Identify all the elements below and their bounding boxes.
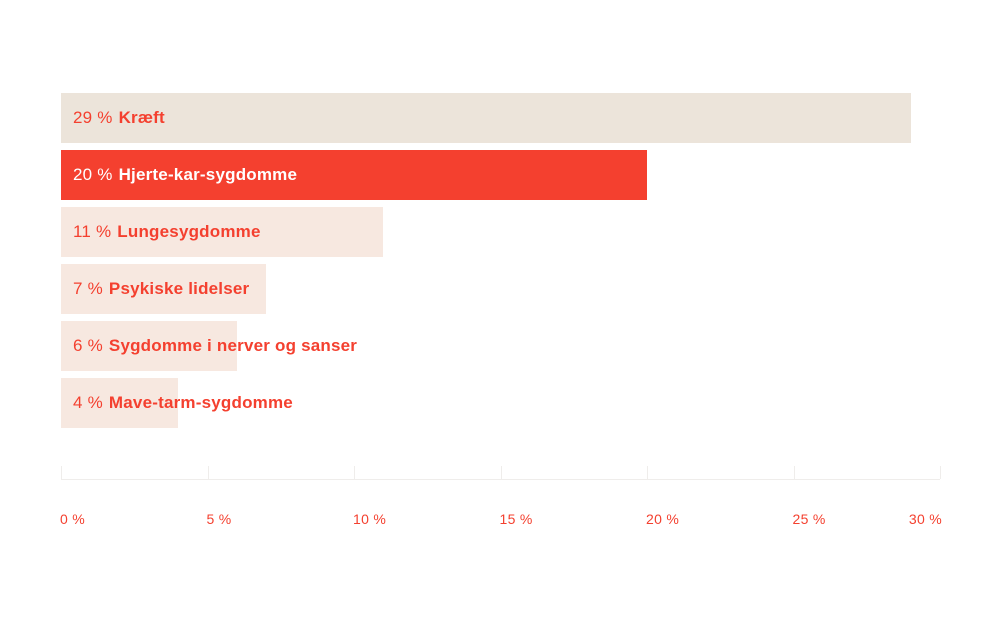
bar-category-label: Sygdomme i nerver og sanser: [108, 336, 358, 355]
bar: [61, 93, 911, 143]
x-axis-tick-label: 20 %: [646, 511, 680, 527]
bar-label: 6 % Sygdomme i nerver og sanser: [73, 321, 357, 371]
bar-row: 29 % Kræft: [61, 93, 940, 143]
bar: [61, 321, 237, 371]
x-axis: [61, 466, 941, 480]
bar-value-label: 6 %: [73, 336, 103, 355]
x-axis-tick-label: 5 %: [206, 511, 232, 527]
bar-category-label: Lungesygdomme: [117, 222, 261, 241]
x-axis-tick-labels: 0 % 5 % 10 % 15 % 20 % 25 % 30 %: [0, 511, 1000, 531]
bar-category-label: Psykiske lidelser: [108, 279, 250, 298]
bar-value-label: 20 %: [73, 165, 113, 184]
x-axis-tick-label: 30 %: [908, 511, 942, 527]
x-axis-tick-label: 15 %: [499, 511, 533, 527]
x-axis-tick: [793, 466, 795, 479]
x-axis-tick: [207, 466, 209, 479]
x-axis-tick: [940, 466, 941, 479]
bar-row: 7 % Psykiske lidelser: [61, 264, 940, 314]
x-axis-tick: [647, 466, 648, 479]
bar-rows: 29 % Kræft 20 % Hjerte-kar-sygdomme 11 % Lung…: [61, 93, 940, 435]
bar-label: 7 % Psykiske lidelser: [73, 264, 249, 314]
bar-value-label: 4 %: [73, 393, 103, 412]
bar-value-label: 11 %: [73, 222, 112, 241]
bar-label: 29 % Kræft: [73, 93, 165, 143]
x-axis-tick-label: 25 %: [792, 511, 826, 527]
bar: [61, 150, 647, 200]
bar-value-label: 7 %: [73, 279, 103, 298]
bar-row: 11 % Lungesygdomme: [61, 207, 940, 257]
bar-label: 20 % Hjerte-kar-sygdomme: [73, 150, 297, 200]
x-axis-tick: [61, 466, 62, 479]
x-axis-tick-label: 10 %: [353, 511, 387, 527]
bar-value-label: 29 %: [73, 108, 113, 127]
bar-category-label: Mave-tarm-sygdomme: [108, 393, 293, 412]
bar-category-label: Kræft: [118, 108, 165, 127]
bar-row: 20 % Hjerte-kar-sygdomme: [61, 150, 940, 200]
bar-row: 4 % Mave-tarm-sygdomme: [61, 378, 940, 428]
bar: [61, 378, 179, 428]
bar: [61, 207, 384, 257]
bar-category-label: Hjerte-kar-sygdomme: [118, 165, 298, 184]
x-axis-tick-label: 0 %: [60, 511, 86, 527]
bar: [61, 264, 267, 314]
bar-label: 4 % Mave-tarm-sygdomme: [73, 378, 293, 428]
bar-row: 6 % Sygdomme i nerver og sanser: [61, 321, 940, 371]
x-axis-tick: [354, 466, 355, 479]
x-axis-tick: [500, 466, 502, 479]
bar-label: 11 % Lungesygdomme: [73, 207, 261, 257]
